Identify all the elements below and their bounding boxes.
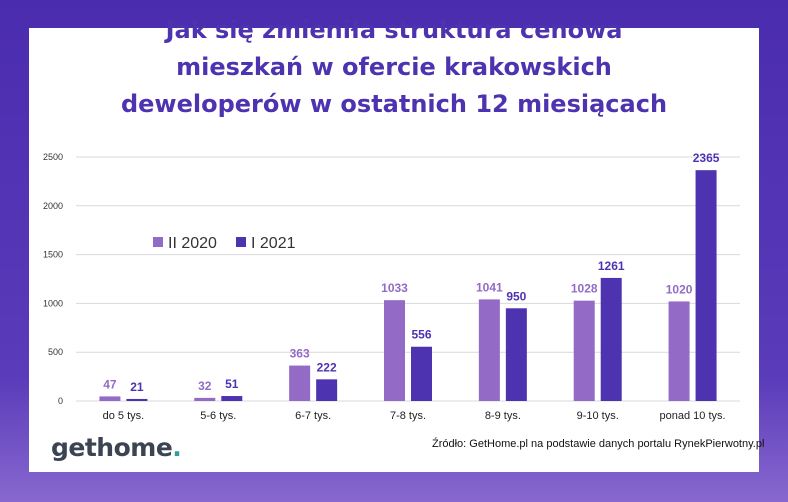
x-tick-label: 9-10 tys. — [577, 410, 619, 422]
y-tick-label: 500 — [48, 347, 63, 357]
x-tick-label: 8-9 tys. — [485, 410, 521, 422]
bar — [126, 398, 148, 401]
bar — [194, 397, 216, 401]
y-tick-label: 1000 — [43, 298, 63, 308]
data-label: 51 — [225, 377, 239, 391]
bar — [668, 301, 690, 401]
y-tick-label: 2500 — [43, 152, 63, 162]
data-label: 556 — [411, 328, 431, 342]
bar — [505, 308, 527, 401]
data-label: 2365 — [693, 151, 720, 165]
title-line-2: mieszkań w ofercie krakowskich — [176, 53, 612, 81]
data-label: 1028 — [571, 282, 598, 296]
logo-dot: . — [172, 433, 182, 462]
chart-title: Jak się zmieniła struktura cenowa mieszk… — [0, 12, 788, 123]
title-line-3: deweloperów w ostatnich 12 miesiącach — [120, 90, 668, 118]
bar — [221, 396, 243, 401]
data-label: 950 — [506, 289, 526, 303]
gethome-logo: gethome. — [51, 433, 182, 462]
bar — [99, 396, 121, 401]
bar — [316, 379, 338, 401]
x-tick-label: 7-8 tys. — [390, 410, 426, 422]
data-label: 363 — [290, 347, 310, 361]
legend-swatch — [153, 237, 163, 247]
legend-label: II 2020 — [168, 235, 217, 252]
data-label: 47 — [103, 377, 117, 391]
source-note: Źródło: GetHome.pl na podstawie danych p… — [432, 438, 765, 450]
data-label: 1020 — [666, 282, 693, 296]
bar — [573, 300, 595, 401]
y-tick-label: 1500 — [43, 250, 63, 260]
bar — [600, 277, 622, 401]
data-label: 32 — [198, 379, 212, 393]
y-tick-label: 0 — [58, 396, 63, 406]
x-tick-label: 5-6 tys. — [200, 410, 236, 422]
bar — [695, 170, 717, 401]
data-label: 1261 — [598, 259, 625, 273]
bar — [384, 300, 405, 401]
legend-label: I 2021 — [251, 235, 296, 252]
data-label: 1033 — [381, 281, 408, 295]
data-label: 1041 — [476, 280, 503, 294]
logo-text: gethome — [51, 433, 173, 462]
bar — [478, 299, 500, 401]
x-tick-label: ponad 10 tys. — [660, 410, 726, 422]
data-label: 21 — [130, 380, 144, 394]
data-label: 222 — [317, 360, 337, 374]
title-line-1: Jak się zmieniła struktura cenowa — [165, 16, 623, 44]
legend-swatch — [236, 237, 246, 247]
x-tick-label: 6-7 tys. — [295, 410, 331, 422]
bar — [411, 346, 432, 401]
bar — [289, 365, 311, 401]
y-tick-label: 2000 — [43, 201, 63, 211]
x-tick-label: do 5 tys. — [103, 410, 145, 422]
